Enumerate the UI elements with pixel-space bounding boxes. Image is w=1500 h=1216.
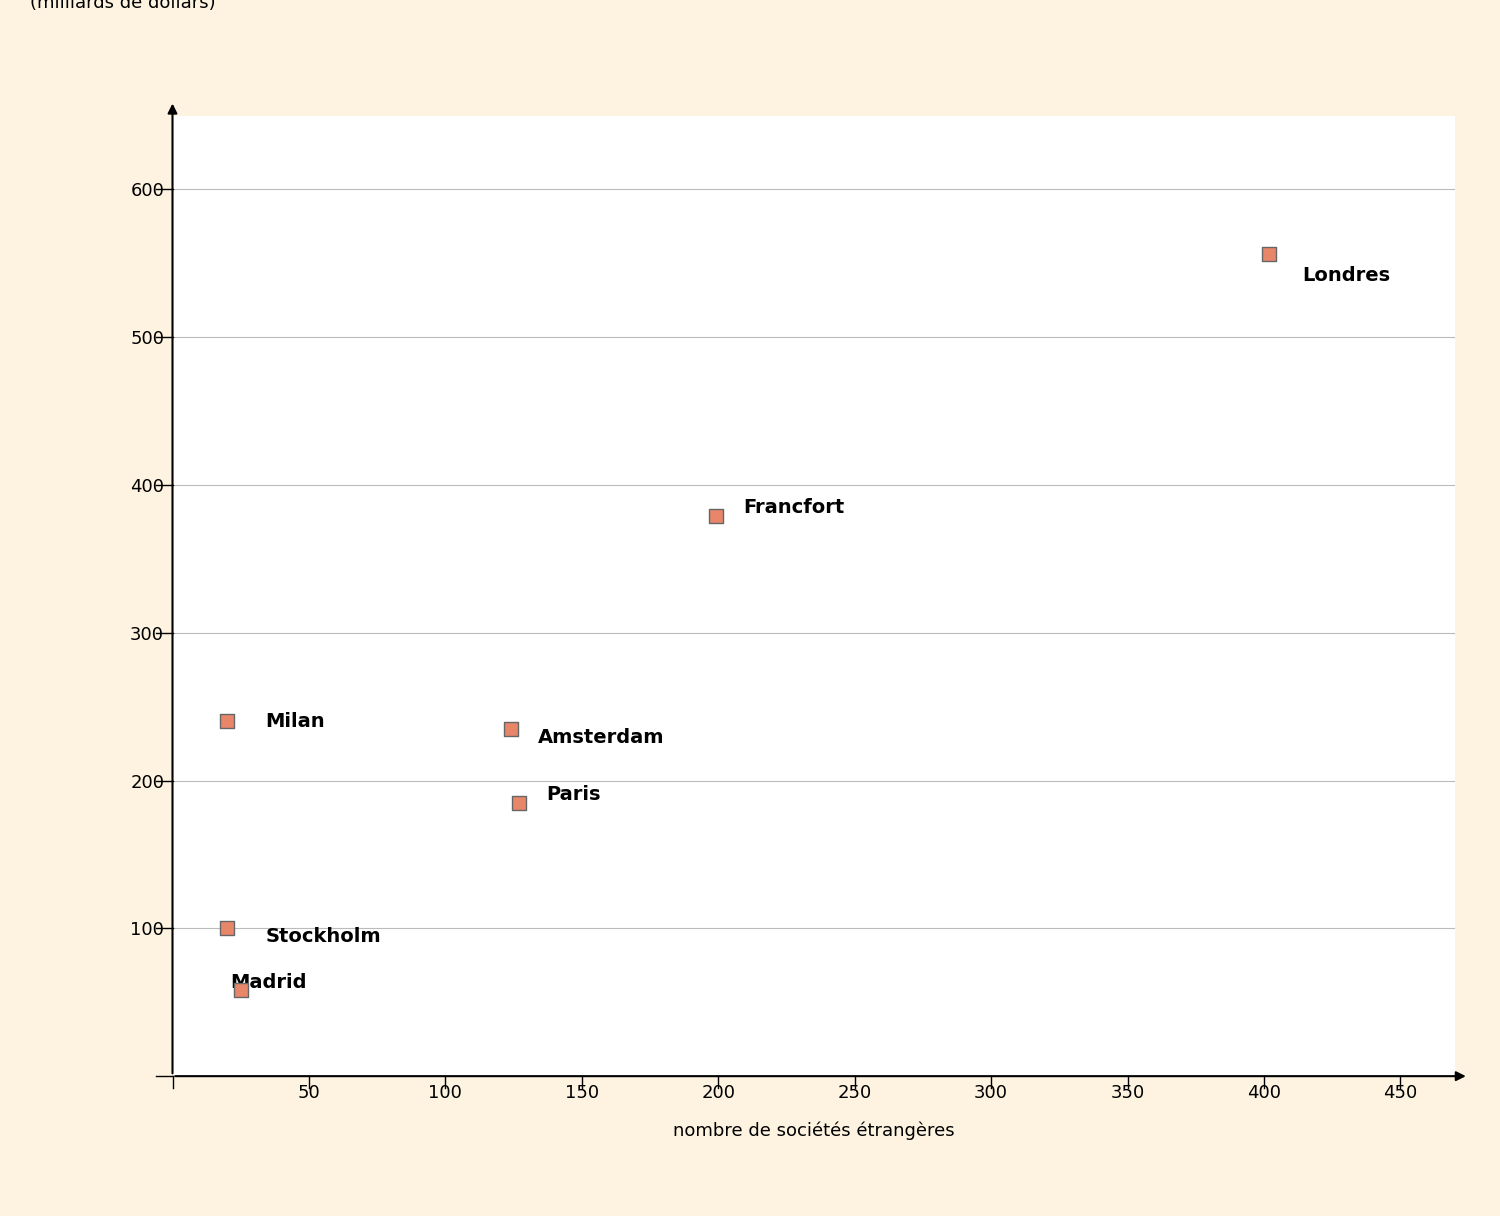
Text: Paris: Paris [546,786,602,804]
Point [500,719,523,738]
Point [228,981,252,1001]
Point [507,793,531,812]
Point [704,506,728,525]
Point [214,918,238,938]
Text: Madrid: Madrid [230,973,306,992]
Text: Francfort: Francfort [742,499,844,517]
Text: Milan: Milan [266,711,326,731]
Text: Amsterdam: Amsterdam [538,727,664,747]
Text: investissements en actions étrangères
(milliards de dollars): investissements en actions étrangères (m… [30,0,380,12]
Text: Londres: Londres [1302,266,1390,286]
Point [214,711,238,731]
Point [1257,244,1281,264]
Text: Stockholm: Stockholm [266,927,381,946]
X-axis label: nombre de sociétés étrangères: nombre de sociétés étrangères [674,1122,954,1141]
